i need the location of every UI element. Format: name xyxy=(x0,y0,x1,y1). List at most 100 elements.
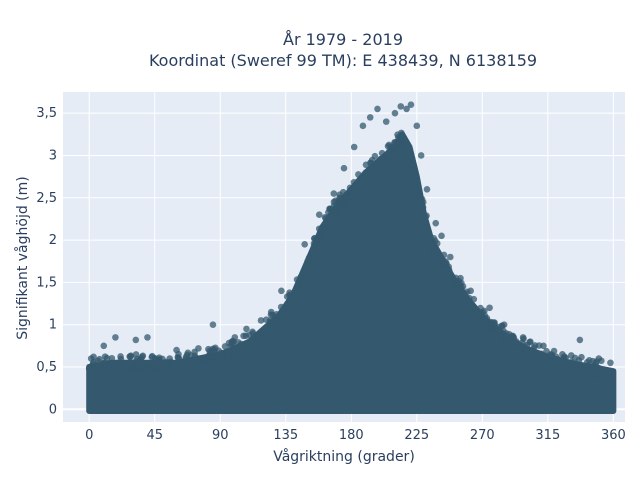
scatter-point xyxy=(251,337,259,345)
scatter-point xyxy=(142,365,150,373)
scatter-point xyxy=(534,350,542,358)
scatter-point xyxy=(304,257,312,265)
scatter-point xyxy=(455,292,462,300)
scatter-point xyxy=(415,191,423,199)
scatter-point xyxy=(502,337,509,344)
scatter-point xyxy=(426,237,434,245)
scatter-point xyxy=(406,151,413,159)
scatter-point xyxy=(216,358,224,366)
scatter-point xyxy=(96,365,103,373)
scatter-point xyxy=(547,362,555,369)
x-tick-label: 180 xyxy=(339,428,364,443)
scatter-point xyxy=(297,273,305,281)
scatter-point xyxy=(311,235,318,242)
scatter-point xyxy=(531,357,538,365)
scatter-point xyxy=(215,347,222,355)
x-tick-label: 315 xyxy=(535,428,560,443)
scatter-point xyxy=(339,188,347,196)
scatter-point xyxy=(475,314,482,322)
scatter-point xyxy=(470,295,478,303)
scatter-point xyxy=(583,366,590,374)
x-tick-label: 360 xyxy=(601,428,626,443)
scatter-point xyxy=(367,159,374,167)
scatter-point xyxy=(593,370,601,377)
scatter-point-outlier xyxy=(403,105,410,113)
scatter-point-outlier xyxy=(350,143,358,151)
scatter-point xyxy=(603,376,611,384)
scatter-point xyxy=(212,351,219,359)
scatter-point xyxy=(371,152,379,160)
scatter-point xyxy=(89,360,97,368)
scatter-point xyxy=(318,225,325,233)
scatter-point xyxy=(173,366,181,373)
scatter-point xyxy=(583,372,591,380)
scatter-point-outlier xyxy=(330,190,338,197)
scatter-point xyxy=(329,213,337,221)
scatter-point xyxy=(117,353,124,360)
scatter-point xyxy=(207,353,214,361)
scatter-point xyxy=(230,346,237,354)
scatter-point xyxy=(221,343,229,350)
x-tick-label: 225 xyxy=(404,428,429,443)
scatter-point xyxy=(388,153,395,160)
scatter-points xyxy=(85,101,617,414)
scatter-point-outlier xyxy=(397,103,405,110)
x-axis-label: Vågriktning (grader) xyxy=(273,448,415,465)
scatter-point xyxy=(419,198,427,206)
scatter-point xyxy=(257,328,265,336)
chart-title-line2: Koordinat (Sweref 99 TM): E 438439, N 61… xyxy=(149,51,537,70)
scatter-point xyxy=(503,330,510,337)
scatter-point xyxy=(289,297,296,305)
scatter-point xyxy=(593,363,600,370)
scatter-point xyxy=(419,204,427,211)
scatter-point xyxy=(276,318,284,326)
scatter-point xyxy=(510,337,517,345)
scatter-point xyxy=(561,364,569,372)
scatter-point xyxy=(408,162,416,169)
scatter-point-outlier xyxy=(257,317,265,324)
y-tick-label: 0,5 xyxy=(36,360,57,375)
scatter-point xyxy=(442,258,449,265)
chart-title-line1: År 1979 - 2019 xyxy=(283,30,403,49)
scatter-point xyxy=(93,371,100,379)
scatter-point-outlier xyxy=(382,118,390,125)
scatter-point xyxy=(268,328,275,336)
scatter-point-outlier xyxy=(132,336,140,344)
scatter-point xyxy=(450,286,458,293)
scatter-point xyxy=(126,353,133,360)
scatter-point xyxy=(339,203,347,211)
scatter-point xyxy=(108,354,116,362)
scatter-point xyxy=(174,353,182,361)
scatter-point xyxy=(294,285,302,293)
scatter-point xyxy=(528,352,535,359)
scatter-point-outlier xyxy=(457,274,464,282)
scatter-point-outlier xyxy=(315,211,323,218)
x-tick-label: 45 xyxy=(146,428,163,443)
scatter-point-outlier xyxy=(195,345,202,352)
y-axis-ticks: 0 0,5 1 1,5 2 2,5 3 3,5 xyxy=(36,106,57,417)
scatter-point-outlier xyxy=(278,287,285,295)
scatter-point xyxy=(243,342,251,349)
scatter-point xyxy=(398,139,405,147)
scatter-point xyxy=(161,359,169,367)
scatter-point xyxy=(433,240,441,247)
scatter-point xyxy=(521,343,528,350)
scatter-point xyxy=(96,355,103,363)
scatter-point xyxy=(385,141,393,149)
scatter-point xyxy=(465,301,473,309)
scatter-point xyxy=(570,362,578,370)
scatter-point xyxy=(477,304,484,312)
scatter-point xyxy=(240,347,248,354)
scatter-point xyxy=(133,355,141,363)
x-axis-ticks: 0 45 90 135 180 225 270 315 360 xyxy=(85,428,626,443)
scatter-point xyxy=(481,312,489,319)
scatter-point xyxy=(378,149,386,157)
scatter-point xyxy=(488,318,495,326)
scatter-point-outlier xyxy=(607,359,614,367)
scatter-point-outlier xyxy=(423,186,431,193)
scatter-point-outlier xyxy=(173,346,180,354)
scatter-point-outlier xyxy=(540,342,547,350)
scatter-point xyxy=(305,265,312,273)
scatter-point xyxy=(453,279,460,287)
scatter-point xyxy=(355,171,362,178)
